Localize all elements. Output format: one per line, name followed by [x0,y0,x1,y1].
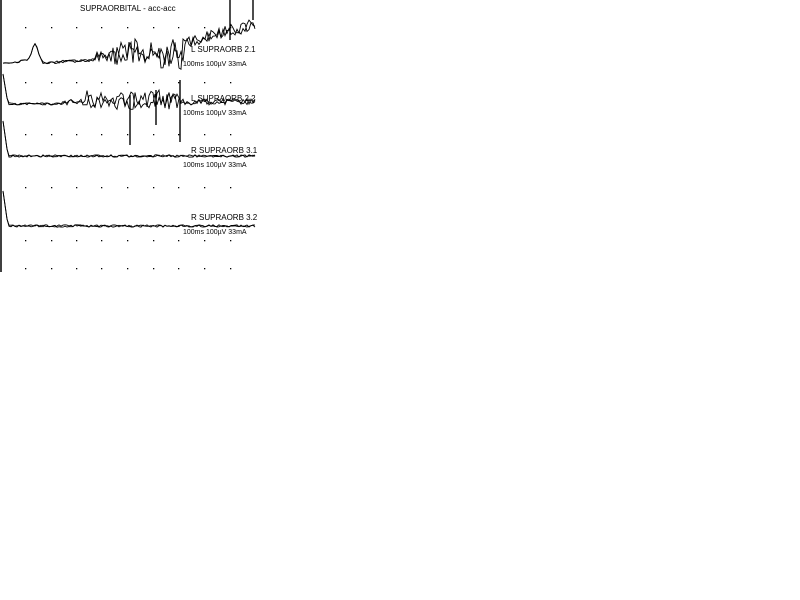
grid-dot [51,82,53,84]
grid-dot [204,82,206,84]
grid-dot [127,187,129,189]
grid-dot [230,134,232,136]
grid-dot [76,187,78,189]
trace-labels: L SUPRAORB 2.1 100ms 100µV 33mA L SUPRAORB… [183,45,258,236]
trace-params: 100ms 100µV 33mA [183,110,247,117]
grid-dot [127,240,129,242]
grid-dot [76,268,78,270]
grid-dot [204,240,206,242]
traces-layer [2,0,256,228]
grid-dot [51,134,53,136]
trace-group [2,120,256,158]
grid-dot [51,240,53,242]
trace-group [2,190,256,228]
trace-group [2,19,256,70]
trace-params: 100ms 100µV 33mA [183,229,247,236]
grid-dot [178,82,180,84]
grid-dot [76,134,78,136]
grid-dot [153,134,155,136]
grid-dot [25,187,27,189]
grid-dot [51,268,53,270]
grid-dot [230,187,232,189]
grid-dot [153,187,155,189]
chart-title: SUPRAORBITAL - acc-acc [80,4,176,13]
grid-dot [127,134,129,136]
grid-dot [178,27,180,29]
trace-label: L SUPRAORB 2.2 [191,94,256,103]
trace-line [2,73,256,109]
trace-params: 100ms 100µV 33mA [183,61,247,68]
grid-dot [25,268,27,270]
trace-label: R SUPRAORB 3.1 [191,146,258,155]
grid-dot [153,82,155,84]
grid-dot [204,27,206,29]
grid-dot [178,240,180,242]
trace-label: L SUPRAORB 2.1 [191,45,256,54]
trace-line [2,190,256,228]
grid-dot [230,82,232,84]
grid-dot [153,240,155,242]
trace-label: R SUPRAORB 3.2 [191,213,258,222]
grid-dot [204,134,206,136]
trace-line [2,120,256,158]
grid-dot [153,268,155,270]
grid-dot [230,240,232,242]
grid-dot [101,27,103,29]
grid-dots [25,27,232,270]
grid-dot [76,27,78,29]
grid-dot [76,240,78,242]
grid-dot [25,27,27,29]
grid-dot [51,187,53,189]
grid-dot [153,27,155,29]
grid-dot [51,27,53,29]
grid-dot [127,27,129,29]
grid-dot [25,134,27,136]
trace-params: 100ms 100µV 33mA [183,162,247,169]
trace-line [2,73,256,111]
grid-dot [204,268,206,270]
trace-group [2,73,256,111]
grid-dot [127,268,129,270]
grid-dot [101,187,103,189]
grid-dot [101,268,103,270]
grid-dot [25,240,27,242]
grid-dot [76,82,78,84]
grid-dot [101,240,103,242]
grid-dot [127,82,129,84]
grid-dot [25,82,27,84]
grid-dot [178,268,180,270]
grid-dot [230,268,232,270]
grid-dot [204,187,206,189]
grid-dot [101,82,103,84]
trace-line [2,22,256,70]
trace-line [2,190,256,228]
grid-dot [178,134,180,136]
grid-dot [101,134,103,136]
grid-dot [178,187,180,189]
